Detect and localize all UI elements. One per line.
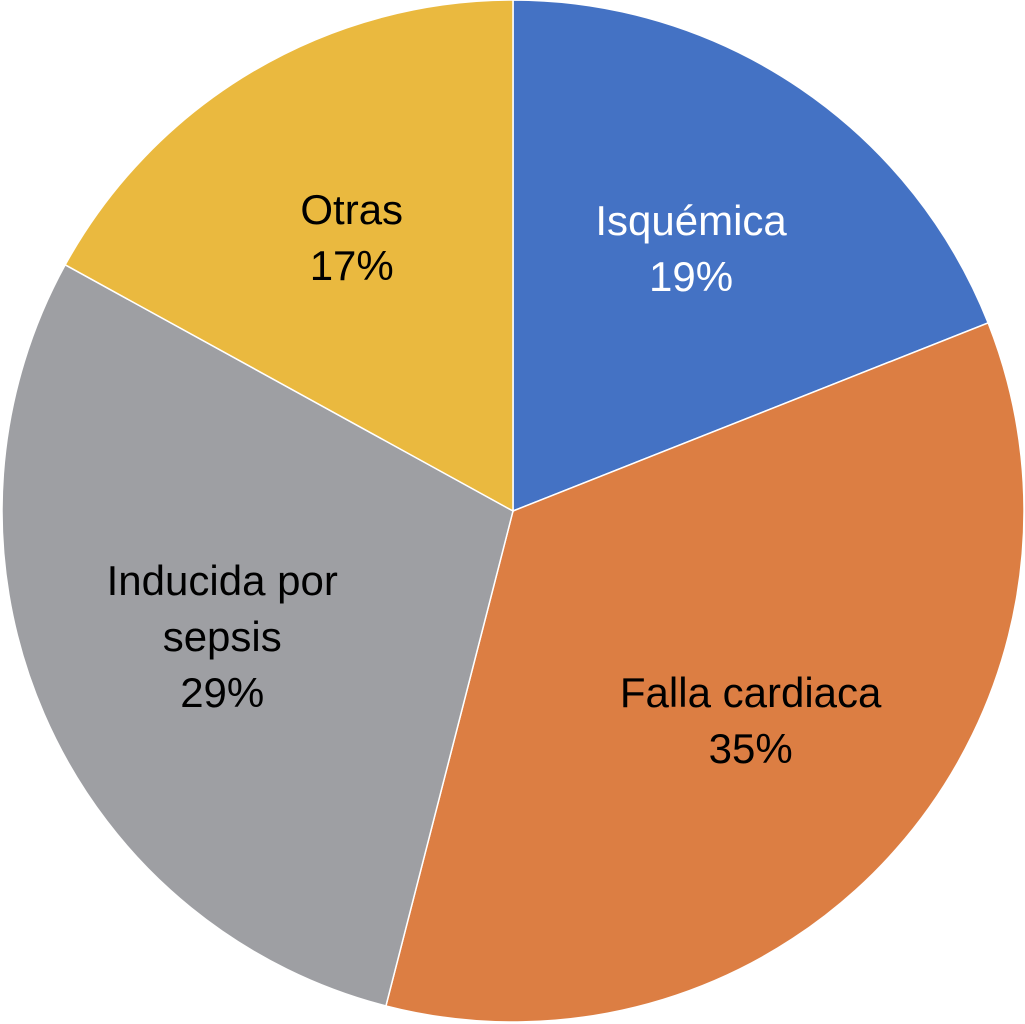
pie-slice: [512, 0, 990, 513]
slice-label: Inducida por sepsis 29%: [72, 553, 372, 721]
slice-label: Falla cardiaca 35%: [571, 665, 931, 777]
category-label: Inducida por sepsis: [106, 556, 338, 660]
category-label: Isquémica: [595, 196, 787, 244]
value-label: 19%: [649, 252, 734, 300]
pie-slice: [1, 263, 514, 1007]
value-label: 17%: [309, 242, 394, 290]
category-label: Otras: [300, 186, 404, 234]
pie-slice: [64, 0, 514, 513]
slice-label: Otras 17%: [202, 182, 502, 294]
slice-label: Isquémica 19%: [511, 193, 871, 305]
category-label: Falla cardiaca: [619, 668, 882, 716]
value-label: 35%: [708, 724, 793, 772]
value-label: 29%: [180, 668, 265, 716]
pie-slice: [385, 321, 1025, 1023]
